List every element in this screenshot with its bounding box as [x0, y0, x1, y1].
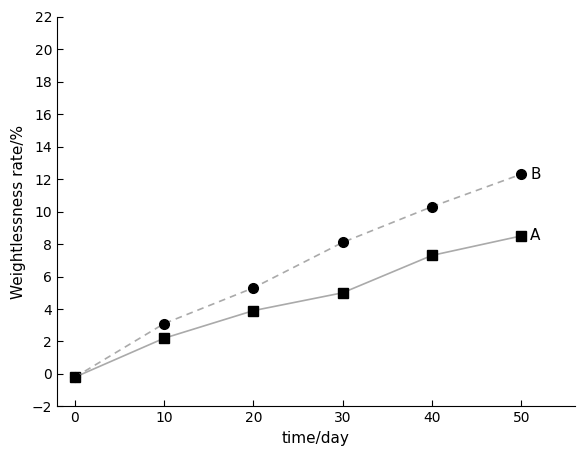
Y-axis label: Weightlessness rate/%: Weightlessness rate/% — [11, 124, 26, 298]
Text: B: B — [530, 167, 541, 182]
Text: A: A — [530, 228, 541, 244]
X-axis label: time/day: time/day — [282, 431, 350, 446]
